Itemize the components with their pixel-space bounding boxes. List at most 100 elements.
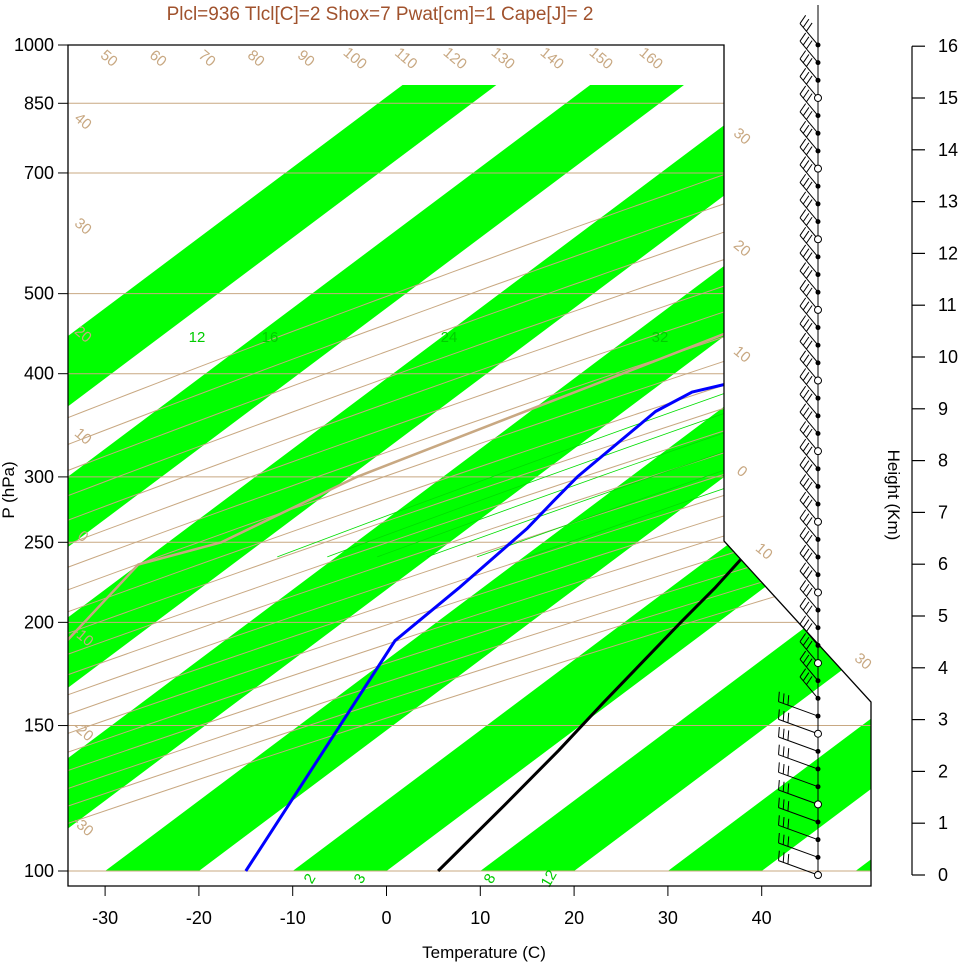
- mixing-ratio-label: 12: [189, 329, 206, 346]
- wind-barb-flag: [778, 762, 780, 773]
- wind-barb-flag: [782, 764, 785, 775]
- barb-station-dot: [815, 413, 821, 419]
- wind-barb-flag: [802, 425, 810, 434]
- wind-barb-flag: [799, 368, 807, 378]
- wind-barb-flag: [806, 128, 813, 138]
- barb-station-dot: [815, 625, 821, 631]
- wind-barb-flag: [778, 744, 780, 755]
- adiabat-label: 100: [340, 44, 370, 73]
- wind-barb-flag: [799, 315, 807, 325]
- wind-barb-flag: [806, 269, 813, 279]
- wind-barb-flag: [799, 350, 807, 360]
- height-tick-label: 0: [938, 865, 948, 885]
- wind-barb-flag: [799, 103, 807, 113]
- wind-barb-flag: [802, 54, 810, 63]
- chart-header: Plcl=936 Tlcl[C]=2 Shox=7 Pwat[cm]=1 Cap…: [167, 4, 594, 25]
- wind-barb-flag: [778, 691, 780, 702]
- wind-barb-flag: [806, 552, 813, 562]
- wind-barb-flag: [799, 262, 807, 272]
- barb-station-dot: [815, 766, 821, 772]
- wind-barb-flag: [806, 199, 813, 209]
- barb-station-dot: [815, 148, 821, 154]
- wind-barb-flag: [802, 654, 810, 664]
- wind-barb-flag: [806, 22, 813, 32]
- x-tick-label: -30: [92, 908, 118, 928]
- barb-station-dot: [815, 501, 821, 507]
- wind-barb-flag: [799, 32, 807, 42]
- barb-station-dot: [814, 305, 822, 314]
- barb-station-dot: [815, 201, 821, 207]
- wind-barb-flag: [806, 605, 813, 615]
- wind-barb-flag: [806, 393, 813, 403]
- barb-station-dot: [815, 554, 821, 560]
- adiabat-label: 30: [71, 215, 95, 239]
- height-tick-label: 6: [938, 554, 948, 574]
- wind-barb-flag: [806, 499, 813, 509]
- wind-barb-flag: [799, 120, 807, 130]
- wind-barb-flag: [806, 75, 813, 85]
- barb-station-dot: [815, 42, 821, 48]
- x-tick-label: -10: [280, 908, 306, 928]
- y-tick-label: 400: [24, 364, 54, 384]
- wind-barb-flag: [799, 173, 807, 183]
- wind-barb-flag: [802, 301, 810, 311]
- height-tick-label: 1: [938, 813, 948, 833]
- wind-barb: [778, 824, 819, 841]
- y-tick-label: 1000: [14, 35, 54, 55]
- barb-station-dot: [814, 235, 822, 244]
- barb-station-dot: [815, 130, 821, 136]
- wind-barb-flag: [799, 385, 807, 395]
- wind-barb-flag: [806, 658, 813, 668]
- wind-barb-flag: [799, 244, 807, 254]
- wind-barb-flag: [782, 834, 785, 845]
- wind-barb-flag: [782, 852, 785, 863]
- dry-adiabat: [68, 45, 871, 872]
- wind-barb-flag: [787, 854, 790, 865]
- height-tick-label: 14: [938, 140, 958, 160]
- dry-adiabat: [68, 45, 871, 872]
- mixing-ratio-label: 32: [652, 329, 669, 346]
- adiabat-label: 40: [71, 110, 95, 134]
- wind-barb-flag: [802, 495, 810, 505]
- x-tick-label: 30: [658, 908, 678, 928]
- wind-barb-flag: [799, 562, 807, 572]
- barb-station-dot: [815, 748, 821, 754]
- barb-station-dot: [815, 837, 821, 843]
- height-tick-label: 11: [938, 295, 957, 315]
- mixing-ratio-label: 24: [441, 329, 458, 346]
- height-tick-label: 4: [938, 658, 948, 678]
- wind-barb-flag: [799, 456, 807, 466]
- dry-adiabat: [68, 45, 871, 872]
- y-tick-label: 300: [24, 467, 54, 487]
- wind-barb-flag: [802, 71, 810, 81]
- wind-barb-flag: [778, 797, 780, 808]
- barb-station-dot: [815, 77, 821, 83]
- wind-barb-flag: [799, 403, 807, 413]
- y-tick-label: 250: [24, 532, 54, 552]
- wind-barb: [778, 771, 819, 788]
- height-tick-label: 9: [938, 399, 948, 419]
- wind-barb-flag: [802, 601, 810, 611]
- wind-barb-flag: [806, 640, 813, 650]
- y-axis: 100 150 200 250 300 400 500 700 850 1000: [14, 35, 69, 881]
- wind-barb-flag: [782, 728, 785, 739]
- wind-barb-flag: [778, 850, 780, 861]
- wind-barb-flag: [787, 748, 790, 759]
- wind-barb-flag: [806, 305, 813, 315]
- y-tick-label: 850: [24, 93, 54, 113]
- wind-barb-flag: [799, 421, 807, 431]
- wind-barb-flag: [802, 566, 810, 576]
- wind-barb-flag: [806, 358, 813, 368]
- barb-station-dot: [815, 819, 821, 825]
- barb-station-dot: [815, 219, 821, 225]
- temperature-band: [68, 85, 871, 871]
- wind-barb: [778, 718, 819, 735]
- x-axis: -30 -20 -10 0 10 20 30 40: [92, 886, 772, 928]
- wind-barb-flag: [802, 213, 810, 222]
- barb-station-dot: [815, 60, 821, 66]
- y-tick-label: 200: [24, 612, 54, 632]
- wind-barb-flag: [802, 478, 810, 487]
- y-tick-label: 500: [24, 284, 54, 304]
- profile-dewpoint: [244, 60, 871, 872]
- wind-barb-flag: [778, 727, 780, 738]
